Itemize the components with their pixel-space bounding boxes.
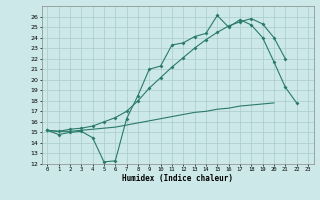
X-axis label: Humidex (Indice chaleur): Humidex (Indice chaleur) (122, 174, 233, 183)
